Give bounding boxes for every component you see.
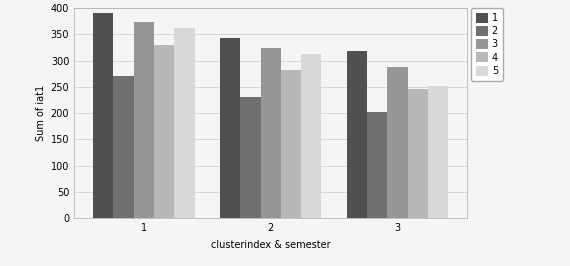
- Bar: [367, 112, 388, 218]
- Bar: [113, 76, 134, 218]
- Bar: [174, 28, 194, 218]
- Bar: [241, 97, 260, 218]
- Bar: [154, 45, 174, 218]
- Bar: [301, 54, 321, 218]
- Legend: 1, 2, 3, 4, 5: 1, 2, 3, 4, 5: [471, 8, 503, 81]
- Bar: [220, 38, 241, 218]
- Bar: [347, 51, 367, 218]
- X-axis label: clusterindex & semester: clusterindex & semester: [211, 240, 331, 250]
- Bar: [388, 67, 408, 218]
- Bar: [93, 13, 113, 218]
- Y-axis label: Sum of iat1: Sum of iat1: [36, 85, 46, 141]
- Bar: [134, 22, 154, 218]
- Bar: [428, 86, 449, 218]
- Bar: [408, 89, 428, 218]
- Bar: [260, 48, 281, 218]
- Bar: [281, 70, 301, 218]
